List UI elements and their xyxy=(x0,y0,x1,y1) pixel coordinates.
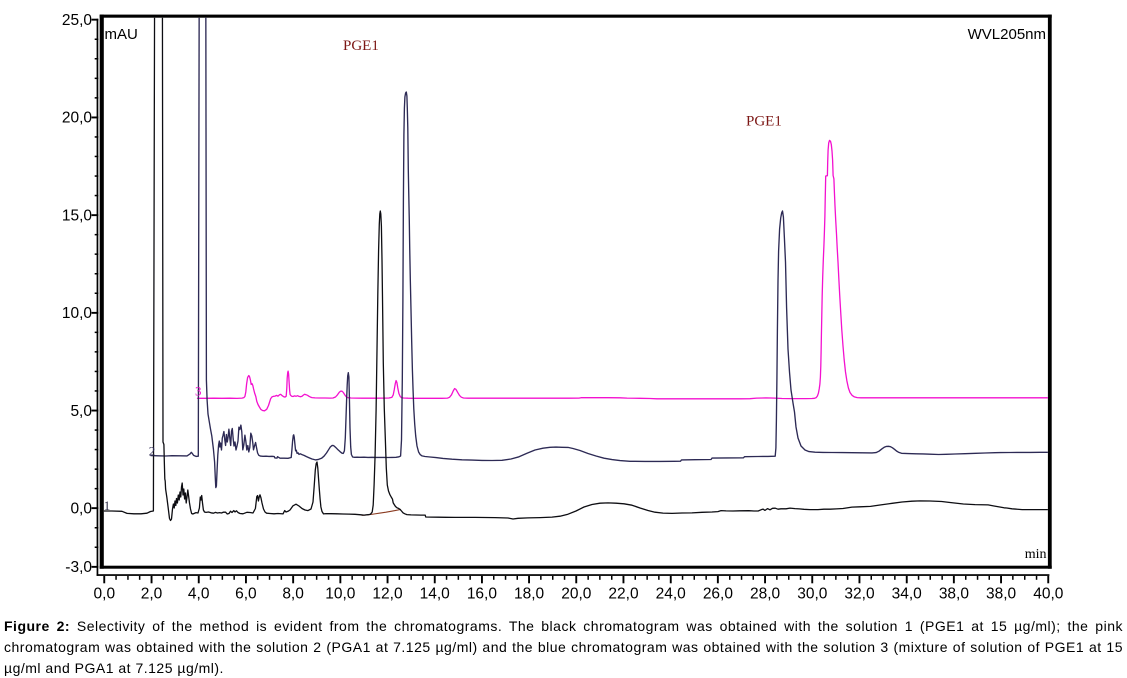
svg-text:min: min xyxy=(1025,547,1047,562)
svg-text:38,0: 38,0 xyxy=(939,586,970,603)
svg-text:WVL205nm: WVL205nm xyxy=(968,26,1046,43)
svg-text:PGE1: PGE1 xyxy=(746,114,782,130)
svg-text:30,0: 30,0 xyxy=(797,586,828,603)
svg-text:38,0: 38,0 xyxy=(986,586,1017,603)
svg-text:3: 3 xyxy=(195,384,202,399)
svg-text:-3,0: -3,0 xyxy=(65,559,92,576)
svg-text:12,0: 12,0 xyxy=(372,586,403,603)
svg-text:22,0: 22,0 xyxy=(608,586,639,603)
svg-text:34,0: 34,0 xyxy=(892,586,923,603)
svg-text:1: 1 xyxy=(104,498,111,513)
svg-text:5,0: 5,0 xyxy=(70,403,92,420)
svg-text:28,0: 28,0 xyxy=(750,586,781,603)
svg-text:15,0: 15,0 xyxy=(62,207,93,224)
svg-text:mAU: mAU xyxy=(105,26,138,43)
svg-text:PGE1: PGE1 xyxy=(343,38,379,54)
svg-text:14,0: 14,0 xyxy=(420,586,451,603)
svg-text:16,0: 16,0 xyxy=(467,586,498,603)
svg-text:25,0: 25,0 xyxy=(62,12,93,29)
svg-text:4,0: 4,0 xyxy=(188,586,210,603)
svg-text:40,0: 40,0 xyxy=(1033,586,1064,603)
svg-text:0,0: 0,0 xyxy=(94,586,116,603)
svg-text:10,0: 10,0 xyxy=(325,586,356,603)
svg-text:20,0: 20,0 xyxy=(561,586,592,603)
svg-text:32,0: 32,0 xyxy=(844,586,875,603)
svg-text:6,0: 6,0 xyxy=(235,586,257,603)
svg-text:10,0: 10,0 xyxy=(62,305,93,322)
svg-text:2: 2 xyxy=(149,444,156,459)
svg-text:18,0: 18,0 xyxy=(514,586,545,603)
svg-text:0,0: 0,0 xyxy=(70,501,92,518)
svg-text:20,0: 20,0 xyxy=(62,110,93,127)
svg-text:26,0: 26,0 xyxy=(703,586,734,603)
svg-text:24,0: 24,0 xyxy=(656,586,687,603)
svg-text:8,0: 8,0 xyxy=(282,586,304,603)
svg-text:2,0: 2,0 xyxy=(141,586,163,603)
